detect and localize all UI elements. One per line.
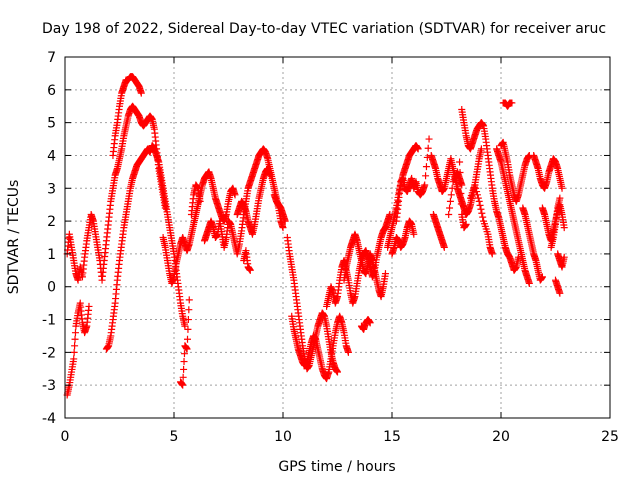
data-point-plus	[422, 172, 430, 180]
data-point-plus	[71, 335, 79, 343]
data-point-plus	[70, 348, 78, 356]
data-point-plus	[246, 266, 254, 274]
data-point-plus	[560, 224, 568, 232]
x-tick-label: 20	[492, 429, 510, 445]
x-tick-label: 10	[274, 429, 292, 445]
data-point-plus	[477, 205, 485, 213]
data-point-plus	[410, 230, 418, 238]
data-point-plus	[180, 365, 188, 373]
data-point-plus	[381, 270, 389, 278]
data-point-plus	[279, 224, 287, 232]
y-tick-label: -4	[42, 411, 56, 427]
data-point-plus	[423, 153, 431, 161]
data-point-plus	[473, 188, 481, 196]
data-point-plus	[556, 289, 564, 297]
data-point-plus	[424, 144, 432, 152]
data-point-plus	[181, 322, 189, 330]
plot-frame	[64, 56, 611, 419]
x-tick-label: 5	[170, 429, 179, 445]
data-point-plus	[183, 345, 191, 353]
data-point-plus	[446, 197, 454, 205]
data-point-plus	[525, 279, 533, 287]
data-point-plus	[180, 358, 188, 366]
data-point-plus	[472, 184, 480, 192]
data-point-plus	[478, 209, 486, 217]
x-tick-label: 25	[601, 429, 619, 445]
data-point-plus	[471, 181, 479, 189]
gridlines	[65, 57, 610, 418]
data-point-plus	[281, 217, 289, 225]
y-tick-label: 6	[47, 83, 56, 99]
data-point-plus	[386, 211, 394, 219]
data-point-plus	[446, 204, 454, 212]
data-point-plus	[137, 89, 145, 97]
data-point-plus	[448, 184, 456, 192]
y-tick-label: 7	[47, 50, 56, 66]
y-tick-label: 0	[47, 280, 56, 296]
data-point-plus	[196, 197, 204, 205]
data-point-plus	[475, 197, 483, 205]
data-point-plus	[422, 163, 430, 171]
data-point-plus	[456, 169, 464, 177]
data-point-plus	[344, 348, 352, 356]
y-tick-label: 3	[47, 181, 56, 197]
data-point-plus	[414, 145, 422, 153]
data-point-plus	[185, 306, 193, 314]
y-tick-label: 1	[47, 247, 56, 263]
data-point-plus	[184, 316, 192, 324]
y-tick-label: 2	[47, 214, 56, 230]
data-point-plus	[474, 194, 482, 202]
y-tick-label: -2	[42, 345, 56, 361]
y-tick-label: 5	[47, 116, 56, 132]
data-point-plus	[473, 191, 481, 199]
data-point-plus	[231, 191, 239, 199]
data-point-plus	[479, 213, 487, 221]
data-point-plus	[185, 296, 193, 304]
data-point-plus	[560, 253, 568, 261]
data-point-plus	[184, 325, 192, 333]
data-points	[63, 73, 568, 399]
data-point-plus	[366, 319, 374, 327]
axis-ticks: 0 5 10 15 20 25 -4 -3 -2 -1 0 1 2 3 4 5 6 7	[42, 50, 619, 445]
data-point-plus	[179, 381, 187, 389]
data-point-plus	[538, 273, 546, 281]
data-point-plus	[421, 181, 429, 189]
data-point-plus	[457, 200, 465, 208]
data-point-plus	[508, 99, 516, 107]
data-point-plus	[456, 158, 464, 166]
data-point-plus	[184, 335, 192, 343]
data-point-plus	[476, 201, 484, 209]
data-point-plus	[556, 194, 564, 202]
y-tick-label: -1	[42, 313, 56, 329]
data-point-plus	[445, 211, 453, 219]
data-point-plus	[462, 220, 470, 228]
y-tick-label: 4	[47, 148, 56, 164]
data-point-plus	[180, 350, 188, 358]
data-point-plus	[447, 191, 455, 199]
data-point-plus	[85, 302, 93, 310]
chart-title: Day 198 of 2022, Sidereal Day-to-day VTE…	[42, 21, 606, 37]
data-point-plus	[558, 184, 566, 192]
x-tick-label: 15	[383, 429, 401, 445]
y-axis-label: SDTVAR / TECUs	[6, 180, 22, 295]
data-point-plus	[266, 171, 274, 179]
data-point-plus	[70, 355, 78, 363]
y-tick-label: -3	[42, 378, 56, 394]
data-point-plus	[71, 329, 79, 337]
x-tick-label: 0	[61, 429, 70, 445]
data-point-plus	[71, 342, 79, 350]
data-point-plus	[488, 250, 496, 258]
data-point-plus	[334, 368, 341, 376]
data-point-plus	[425, 135, 433, 143]
data-point-plus	[440, 243, 448, 251]
x-axis-label: GPS time / hours	[278, 459, 395, 475]
data-point-plus	[456, 179, 464, 187]
data-point-plus	[457, 190, 465, 198]
data-point-plus	[179, 373, 187, 381]
